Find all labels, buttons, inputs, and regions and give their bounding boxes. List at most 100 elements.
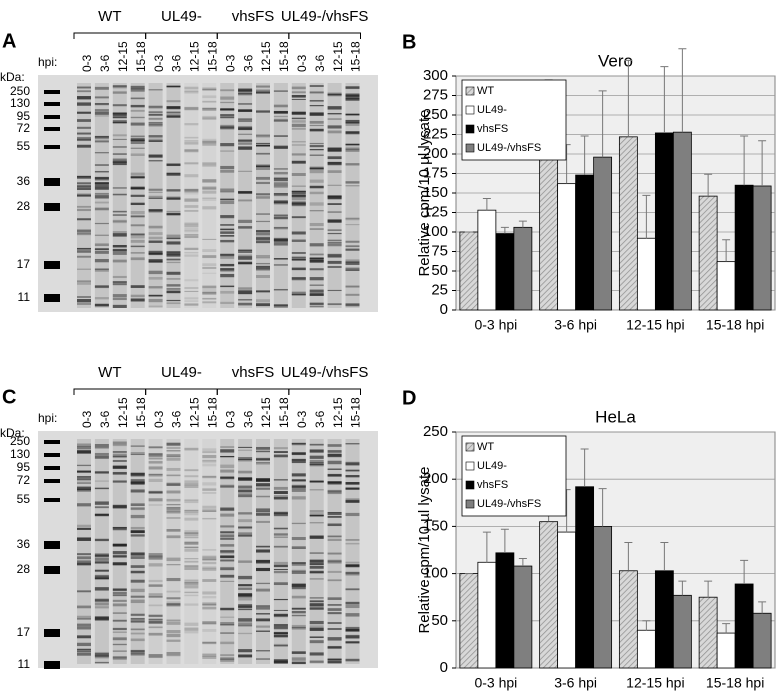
lane-band (77, 605, 91, 609)
lane-band (309, 480, 324, 483)
lane-band (77, 233, 91, 236)
lane-band (345, 218, 360, 221)
lane-band (345, 443, 360, 445)
lane-band (184, 303, 199, 306)
lane-band (184, 536, 199, 539)
lane-band (291, 657, 306, 661)
lane-band (130, 579, 145, 583)
lane-band (94, 285, 109, 288)
lane-band (291, 626, 306, 630)
lane-band (309, 600, 324, 603)
y-tick-label: 200 (423, 470, 448, 487)
lane-band (309, 289, 324, 293)
lane-band (273, 511, 288, 515)
lane-band (309, 449, 324, 453)
lane-band (291, 570, 306, 574)
lane-band (327, 254, 342, 258)
lane-band (130, 109, 145, 112)
lane-band (202, 165, 217, 167)
lane-band (309, 277, 324, 281)
lane-band (112, 619, 127, 622)
lane-band (77, 102, 91, 106)
lane-band (273, 643, 288, 646)
lane-band (148, 555, 163, 558)
lane-band (238, 470, 253, 474)
lane-band (202, 138, 217, 143)
lane-band (77, 296, 91, 298)
y-tick-label: 125 (423, 203, 448, 220)
lane-band (112, 275, 127, 279)
x-tick-label: 12-15 hpi (626, 317, 684, 333)
lane-band (184, 627, 199, 631)
marker-band (44, 102, 60, 106)
lane-band (94, 455, 109, 459)
lane-band (112, 451, 127, 453)
lane-band (184, 140, 199, 142)
lane-band (94, 471, 109, 474)
lane-label: 0-3 (295, 410, 309, 428)
lane-band (345, 561, 360, 564)
lane-band (184, 91, 199, 94)
lane-band (94, 599, 109, 602)
lane-band (327, 184, 342, 186)
lane-band (202, 179, 217, 183)
lane-band (166, 517, 181, 519)
lane-band (77, 144, 91, 148)
lane-band (309, 489, 324, 491)
lane-band (309, 169, 324, 174)
lane-band (148, 584, 163, 587)
lane-band (220, 476, 235, 479)
error-bar (624, 59, 633, 137)
lane-band (184, 190, 199, 193)
lane-band (112, 138, 127, 140)
lane-band (291, 231, 306, 235)
x-tick-label: 3-6 hpi (554, 675, 597, 691)
lane-band (130, 618, 145, 620)
lane-band (273, 193, 288, 195)
lane-band (256, 91, 270, 94)
lane-band (202, 596, 217, 599)
lane-band (202, 197, 217, 202)
lane-band (130, 472, 145, 475)
error-bar (704, 580, 713, 598)
lane-band (220, 531, 235, 534)
lane-band (345, 565, 360, 568)
lane-band (238, 489, 253, 493)
lane-band (238, 226, 253, 229)
lane-band (309, 120, 324, 123)
lane-band (94, 192, 109, 195)
lane-band (273, 451, 288, 453)
lane-band (184, 447, 199, 451)
y-axis-label: Relative cpm/10 µl lysate (416, 109, 433, 276)
lane-band (273, 491, 288, 494)
lane-band (238, 446, 253, 448)
lane-band (345, 487, 360, 490)
lane-band (220, 290, 235, 294)
lane-band (202, 142, 217, 146)
lane-band (202, 557, 217, 560)
lane-band (130, 588, 145, 593)
lane-band (184, 227, 199, 231)
lane-band (148, 655, 163, 659)
lane-band (273, 145, 288, 149)
lane-band (148, 618, 163, 621)
lane-band (130, 507, 145, 511)
lane-band (94, 152, 109, 154)
lane-band (220, 101, 235, 104)
lane-band (112, 643, 127, 646)
lane-band (94, 487, 109, 490)
lane-band (184, 198, 199, 202)
lane-label: 0-3 (152, 410, 166, 428)
group-bracket (216, 32, 290, 39)
lane-band (130, 224, 145, 227)
bar (698, 195, 718, 311)
lane-smear (327, 83, 342, 308)
lane-band (327, 303, 342, 306)
lane-band (94, 115, 109, 117)
lane-band (273, 177, 288, 182)
lane-band (184, 88, 199, 92)
lane-band (148, 195, 163, 199)
lane-band (309, 652, 324, 656)
lane-band (112, 555, 127, 558)
lane-band (148, 627, 163, 629)
